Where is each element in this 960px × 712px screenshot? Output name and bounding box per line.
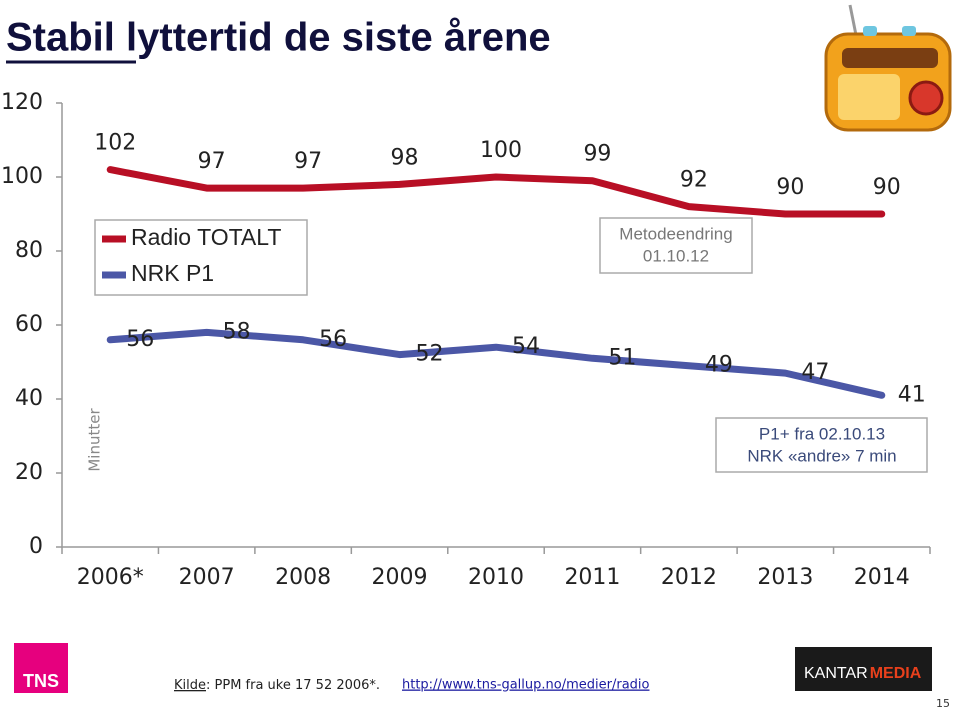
- y-tick-label: 0: [29, 534, 43, 559]
- data-label: 97: [294, 149, 322, 174]
- annotation-text: P1+ fra 02.10.13: [759, 424, 885, 443]
- x-tick-label: 2011: [564, 565, 620, 590]
- legend-label: NRK P1: [131, 260, 214, 286]
- data-label: 97: [198, 149, 226, 174]
- x-tick-label: 2008: [275, 565, 331, 590]
- data-label: 51: [608, 345, 636, 370]
- legend-label: Radio TOTALT: [131, 224, 281, 250]
- data-label: 90: [776, 175, 804, 200]
- x-tick-label: 2010: [468, 565, 524, 590]
- data-label: 102: [94, 131, 136, 156]
- y-tick-label: 20: [15, 460, 43, 485]
- tns-logo-text: TNS: [23, 671, 59, 691]
- y-tick-label: 40: [15, 386, 43, 411]
- media-word: MEDIA: [870, 665, 922, 682]
- annotation-box: [599, 217, 753, 274]
- x-tick-label: 2013: [757, 565, 813, 590]
- source: Kilde: PPM fra uke 17 52 2006*.: [174, 678, 380, 693]
- tns-logo: [14, 643, 68, 693]
- source-text: : PPM fra uke 17 52 2006*.: [206, 678, 380, 693]
- x-tick-label: 2007: [179, 565, 235, 590]
- data-label: 41: [898, 382, 926, 407]
- x-tick-label: 2009: [372, 565, 428, 590]
- data-label: 52: [416, 342, 444, 367]
- kantar-logo-text: KANTAR MEDIA: [804, 665, 922, 682]
- kantar-logo: [795, 647, 932, 691]
- y-tick-label: 100: [1, 164, 43, 189]
- legend-box: [94, 219, 308, 296]
- data-label: 92: [680, 168, 708, 193]
- y-tick-label: 60: [15, 312, 43, 337]
- data-label: 56: [319, 327, 347, 352]
- x-tick-label: 2012: [661, 565, 717, 590]
- radio-icon: [824, 4, 952, 132]
- series-line: [106, 328, 886, 399]
- data-label: 56: [126, 327, 154, 352]
- data-label: 54: [512, 334, 540, 359]
- data-label: 100: [480, 138, 522, 163]
- data-label: 49: [705, 353, 733, 378]
- chart: 0 20 40 60 80 100 120 2006* 2007 2008 2009 2010 2011…: [1, 90, 931, 590]
- source-prefix: Kilde: [174, 678, 206, 693]
- annotation-box: [715, 417, 928, 473]
- annotation-text: Metodeendring: [619, 224, 732, 243]
- series-line: [106, 166, 886, 218]
- source-link[interactable]: http://www.tns-gallup.no/medier/radio: [402, 678, 650, 693]
- y-tick-label: 120: [1, 90, 43, 115]
- page-number: 15: [936, 697, 950, 710]
- data-label: 99: [583, 142, 611, 167]
- kantar-word: KANTAR: [804, 665, 868, 682]
- data-label: 98: [391, 145, 419, 170]
- data-label: 47: [801, 360, 829, 385]
- x-tick-label: 2014: [854, 565, 910, 590]
- slide-title: Stabil lyttertid de siste årene: [6, 16, 551, 60]
- data-label: 90: [873, 175, 901, 200]
- annotation-text: 01.10.12: [643, 246, 709, 265]
- data-label: 58: [223, 319, 251, 344]
- y-tick-label: 80: [15, 238, 43, 263]
- x-tick-label: 2006*: [77, 565, 144, 590]
- y-axis-label: Minutter: [86, 408, 104, 472]
- annotation-text: NRK «andre» 7 min: [747, 446, 896, 465]
